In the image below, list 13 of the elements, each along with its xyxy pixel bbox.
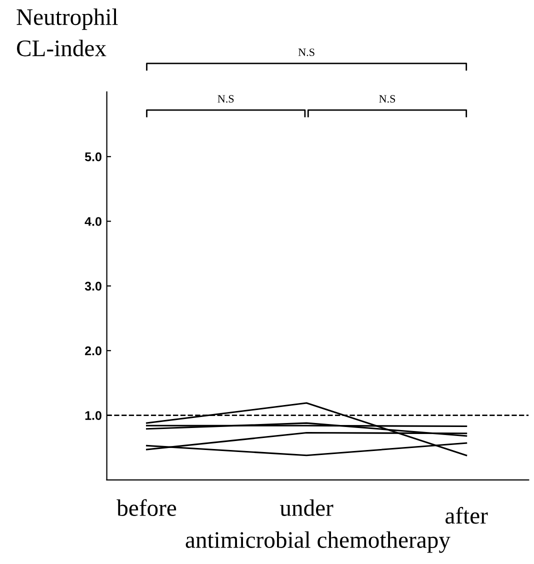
- text: N.S: [298, 48, 314, 56]
- y-axis-title: Neutrophil CL-index: [16, 8, 118, 56]
- y-tick-label: 3.0: [84, 282, 102, 291]
- annotation: N.S: [218, 95, 234, 103]
- x-tick-label: under: [280, 499, 334, 516]
- annotation: N.S: [379, 95, 396, 103]
- x-tick-label: before: [116, 499, 176, 516]
- x-tick-label: after: [446, 506, 488, 524]
- y-tick-label: 5.0: [84, 152, 102, 162]
- y-tick-label: 2.0: [84, 346, 102, 356]
- y-tick-label: 4.0: [84, 217, 102, 226]
- y-tick-label: 1.0: [85, 411, 102, 420]
- x-axis-title: antimicrobial chemotherapy: [186, 531, 450, 553]
